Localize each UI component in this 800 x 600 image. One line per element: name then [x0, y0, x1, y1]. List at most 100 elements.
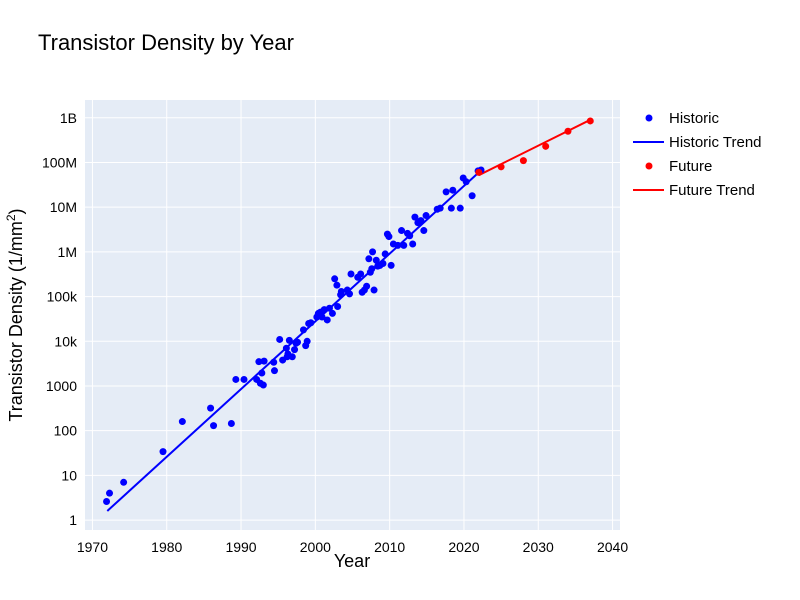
x-tick-label: 2040	[597, 539, 628, 555]
y-tick-label: 1M	[58, 244, 77, 260]
historic-point	[420, 227, 428, 235]
historic-point	[307, 319, 315, 327]
historic-point	[347, 270, 355, 278]
chart-title: Transistor Density by Year	[38, 30, 294, 55]
x-axis-label: Year	[334, 551, 370, 571]
historic-point	[207, 404, 215, 412]
historic-point	[282, 344, 290, 352]
historic-point	[210, 422, 218, 430]
legend-item[interactable]: Future	[645, 158, 713, 175]
historic-point	[372, 256, 380, 264]
x-tick-label: 2020	[448, 539, 479, 555]
y-tick-label: 100M	[42, 154, 77, 170]
x-axis-ticks: 1970 1980 1990 2000 2010 2020 2030 2040	[77, 539, 628, 555]
legend-item[interactable]: Future Trend	[633, 182, 755, 199]
historic-point	[333, 281, 341, 289]
historic-point	[456, 204, 464, 212]
historic-point	[370, 286, 378, 294]
future-point	[475, 168, 483, 176]
historic-point	[394, 241, 402, 249]
legend[interactable]: Historic Historic Trend Future Future Trend	[633, 110, 762, 199]
historic-point	[255, 358, 263, 366]
historic-point	[346, 290, 354, 298]
y-tick-label: 10k	[54, 333, 78, 349]
historic-point	[436, 204, 444, 212]
historic-point	[178, 418, 186, 426]
historic-point	[120, 478, 128, 486]
x-tick-label: 2010	[374, 539, 405, 555]
x-tick-label: 2030	[523, 539, 554, 555]
y-tick-label: 100k	[47, 289, 78, 305]
y-tick-label: 1000	[46, 378, 77, 394]
y-axis-label: Transistor Density (1/mm2)	[4, 208, 26, 421]
historic-point	[337, 287, 345, 295]
y-tick-label: 100	[54, 423, 78, 439]
historic-point	[270, 367, 278, 375]
historic-point	[447, 204, 455, 212]
historic-point	[462, 178, 470, 186]
historic-point	[331, 275, 339, 283]
historic-point	[240, 375, 248, 383]
y-tick-label: 10M	[50, 199, 77, 215]
historic-point	[387, 261, 395, 269]
historic-point	[468, 192, 476, 200]
historic-point	[422, 212, 430, 220]
legend-point-swatch	[645, 162, 653, 170]
x-tick-label: 1980	[151, 539, 182, 555]
historic-point	[232, 375, 240, 383]
x-tick-label: 2000	[300, 539, 331, 555]
historic-point	[299, 326, 307, 334]
historic-point	[442, 188, 450, 196]
historic-point	[381, 250, 389, 258]
future-point	[497, 163, 505, 171]
historic-point	[260, 357, 268, 365]
y-tick-label: 10	[61, 467, 77, 483]
historic-point	[227, 419, 235, 427]
historic-point	[409, 240, 417, 248]
y-tick-label: 1	[69, 512, 77, 528]
future-point	[586, 117, 594, 125]
legend-item[interactable]: Historic	[645, 110, 720, 127]
historic-point	[291, 346, 299, 354]
historic-point	[276, 335, 284, 343]
data-points	[103, 117, 594, 506]
historic-point	[368, 265, 376, 273]
historic-point	[357, 270, 365, 278]
x-tick-label: 1990	[225, 539, 256, 555]
x-tick-label: 1970	[77, 539, 108, 555]
y-axis-ticks: 1 10 100 1000 10k 100k 1M 10M 100M 1B	[42, 110, 78, 528]
historic-point	[106, 489, 114, 497]
historic-point	[259, 381, 267, 389]
historic-point	[385, 233, 393, 241]
historic-point	[258, 369, 266, 377]
future-point	[542, 142, 550, 150]
historic-point	[328, 309, 336, 317]
legend-point-swatch	[645, 114, 653, 122]
historic-point	[294, 338, 302, 346]
historic-point	[369, 248, 377, 256]
historic-point	[398, 227, 406, 235]
historic-point	[285, 336, 293, 344]
historic-point	[323, 316, 331, 324]
legend-label: Historic Trend	[669, 134, 762, 151]
legend-label: Future	[669, 158, 712, 175]
legend-item[interactable]: Historic Trend	[633, 134, 762, 151]
historic-point	[303, 337, 311, 345]
historic-point	[334, 303, 342, 310]
plot-area	[85, 100, 620, 530]
historic-point	[411, 213, 419, 221]
historic-point	[449, 186, 457, 194]
historic-point	[318, 313, 326, 321]
historic-point	[363, 282, 371, 290]
future-point	[519, 157, 527, 165]
y-tick-label: 1B	[60, 110, 77, 126]
grid	[85, 100, 620, 530]
historic-point	[400, 241, 408, 249]
historic-point	[270, 358, 278, 366]
historic-point	[417, 217, 425, 225]
historic-point	[379, 259, 387, 267]
historic-point	[325, 304, 333, 312]
historic-point	[365, 255, 373, 263]
historic-point	[288, 353, 296, 361]
